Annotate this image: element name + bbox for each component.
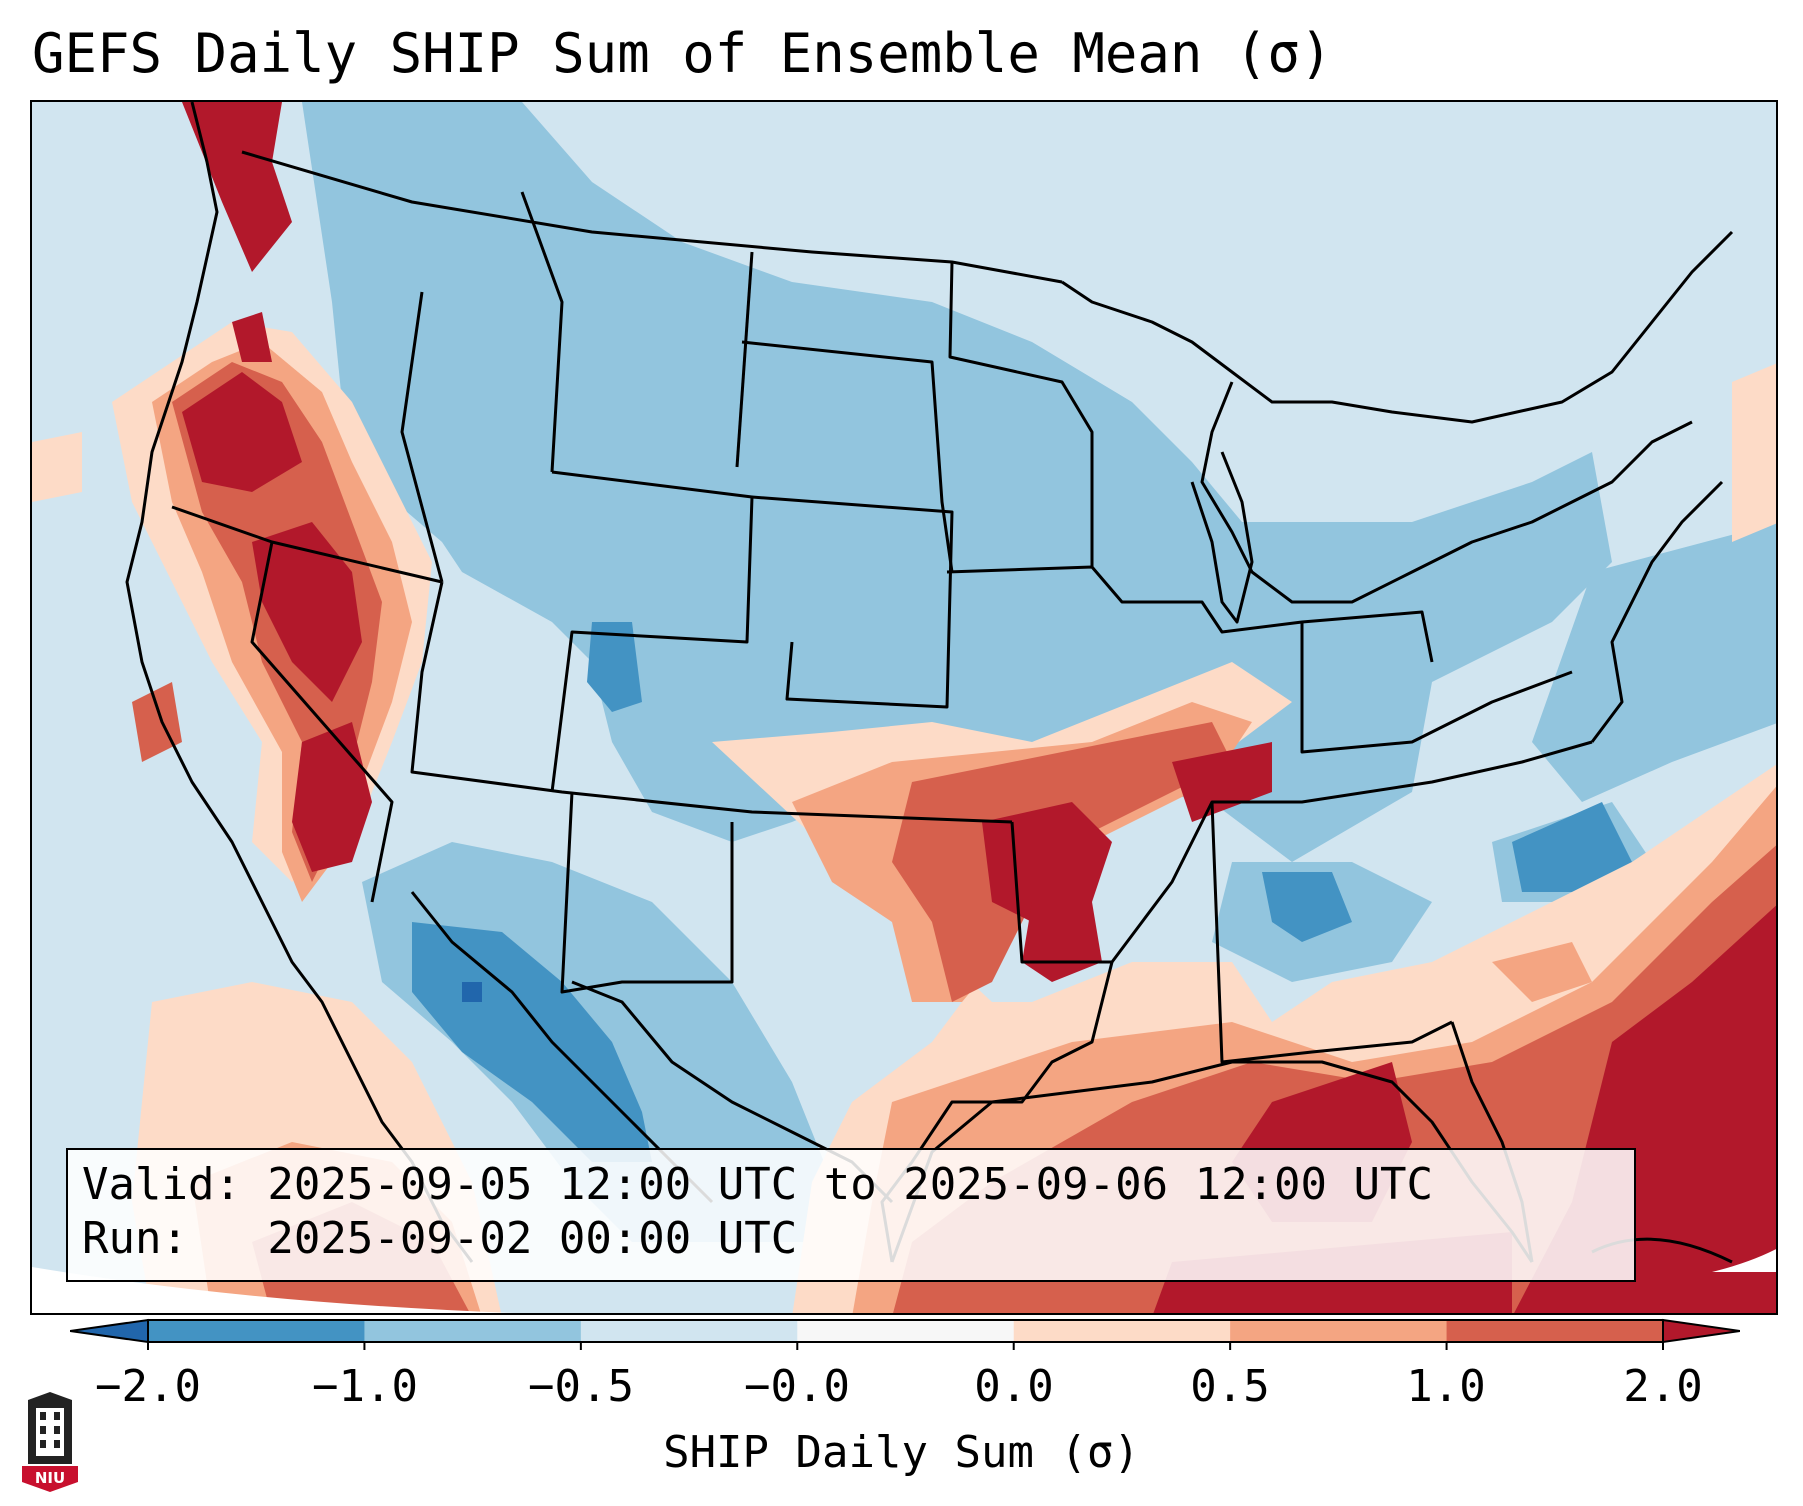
colorbar-tick-label: −0.0 xyxy=(744,1361,850,1412)
valid-line: Valid: 2025-09-05 12:00 UTC to 2025-09-0… xyxy=(82,1159,1434,1210)
colorbar-tick-label: −2.0 xyxy=(95,1361,201,1412)
colorbar-segment xyxy=(797,1320,1015,1342)
field-strong-negative xyxy=(412,622,1632,1162)
colorbar-segment xyxy=(1446,1320,1664,1342)
projection-edge xyxy=(32,1267,515,1313)
colorbar-extend-low xyxy=(70,1318,149,1344)
colorbar xyxy=(70,1318,1740,1350)
colorbar-tick-label: 1.0 xyxy=(1406,1361,1486,1412)
map-title: GEFS Daily SHIP Sum of Ensemble Mean (σ) xyxy=(32,22,1333,85)
run-line: Run: 2025-09-02 00:00 UTC xyxy=(82,1213,798,1264)
colorbar-segment xyxy=(580,1320,798,1342)
niu-logo-text: NIU xyxy=(35,1469,65,1487)
colorbar-tick-label: −0.5 xyxy=(528,1361,634,1412)
colorbar-tick-label: 2.0 xyxy=(1623,1361,1703,1412)
colorbar-extend-high xyxy=(1662,1318,1740,1344)
niu-logo-icon: NIU xyxy=(22,1392,78,1492)
colorbar-segment xyxy=(1230,1320,1448,1342)
colorbar-outline xyxy=(147,1319,1664,1343)
colorbar-segment xyxy=(364,1320,582,1342)
colorbar-segment xyxy=(1013,1320,1231,1342)
colorbar-segment xyxy=(148,1320,365,1342)
colorbar-tick-label: −1.0 xyxy=(312,1361,418,1412)
info-box: Valid: 2025-09-05 12:00 UTC to 2025-09-0… xyxy=(66,1148,1636,1282)
colorbar-tick-label: 0.0 xyxy=(974,1361,1054,1412)
colorbar-tick-label: 0.5 xyxy=(1190,1361,1270,1412)
map-panel xyxy=(30,100,1778,1315)
ship-map xyxy=(32,102,1776,1313)
colorbar-label: SHIP Daily Sum (σ) xyxy=(663,1427,1140,1478)
